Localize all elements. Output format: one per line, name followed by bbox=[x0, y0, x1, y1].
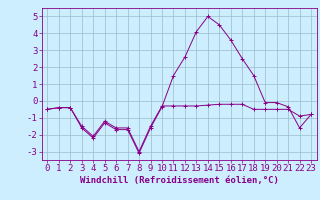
X-axis label: Windchill (Refroidissement éolien,°C): Windchill (Refroidissement éolien,°C) bbox=[80, 176, 279, 185]
